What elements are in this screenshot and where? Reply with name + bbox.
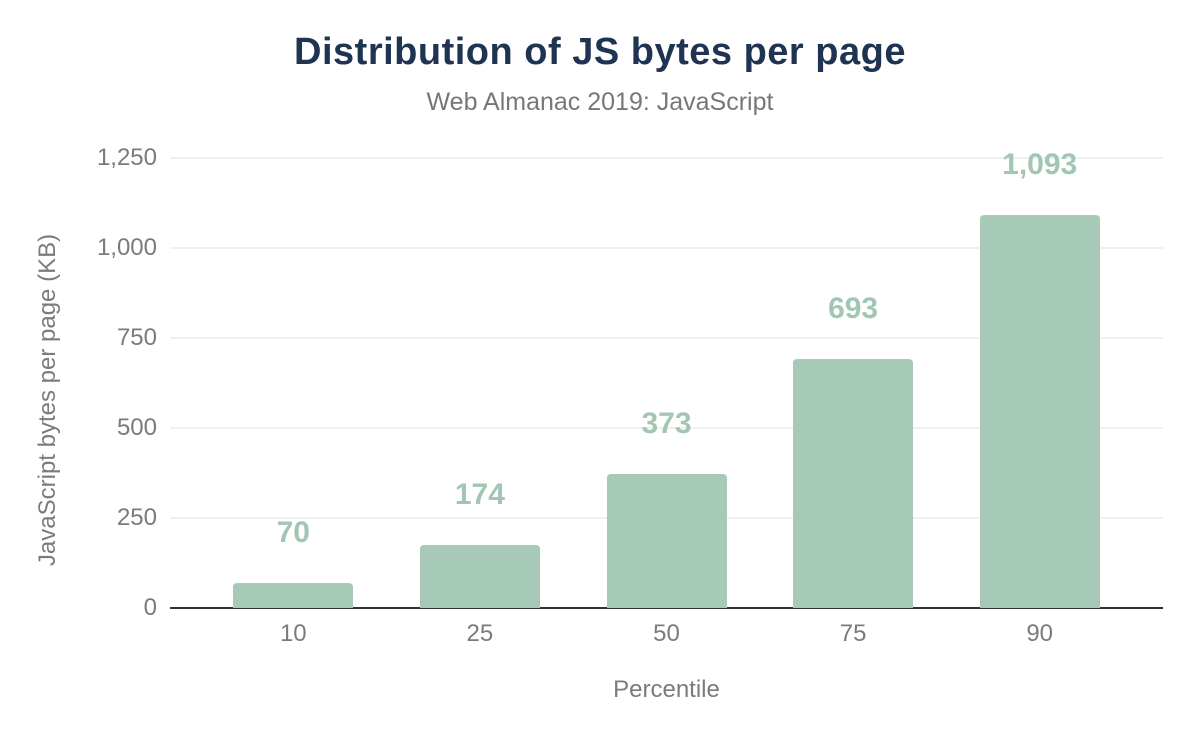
bar-p75[interactable] [793,359,914,608]
x-tick-label-50: 50 [653,620,680,647]
bar-value-label-p75: 693 [828,292,879,325]
y-tick-label-1000: 1,000 [96,234,157,261]
bar-value-label-p25: 174 [454,478,505,511]
gridline-1250 [170,157,1163,159]
bar-p10[interactable] [233,583,354,608]
bar-p90[interactable] [979,215,1100,608]
y-tick-label-250: 250 [116,504,157,531]
y-tick-label-750: 750 [116,324,157,351]
x-tick-label-10: 10 [279,620,307,647]
x-tick-label-25: 25 [466,620,494,647]
x-axis-line [170,607,1163,609]
gridline-500 [170,427,1163,429]
x-tick-label-75: 75 [839,620,867,647]
bar-p25[interactable] [419,545,540,608]
x-tick-label-90: 90 [1026,620,1054,647]
chart-title: Distribution of JS bytes per page [294,31,906,73]
gridline-1000 [170,247,1163,249]
bar-p50[interactable] [606,474,727,608]
y-tick-label-500: 500 [116,414,157,441]
y-tick-label-1250: 1,250 [96,144,157,171]
bar-value-label-p90: 1,093 [1002,148,1078,181]
gridline-750 [170,337,1163,339]
bar-value-label-p10: 70 [276,516,310,549]
chart-subtitle: Web Almanac 2019: JavaScript [426,88,774,116]
x-axis-title: Percentile [613,676,720,703]
y-tick-label-0: 0 [143,594,157,621]
bar-value-label-p50: 373 [641,407,692,440]
